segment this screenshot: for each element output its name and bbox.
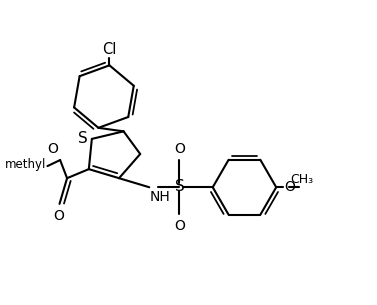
Text: CH₃: CH₃ (290, 173, 314, 186)
Text: S: S (175, 179, 184, 194)
Text: O: O (54, 209, 64, 223)
Text: O: O (48, 142, 58, 156)
Text: O: O (174, 142, 185, 156)
Text: Cl: Cl (102, 42, 116, 57)
Text: methyl: methyl (5, 158, 46, 171)
Text: O: O (284, 180, 295, 194)
Text: O: O (174, 219, 185, 233)
Text: NH: NH (149, 190, 170, 204)
Text: S: S (78, 131, 87, 146)
